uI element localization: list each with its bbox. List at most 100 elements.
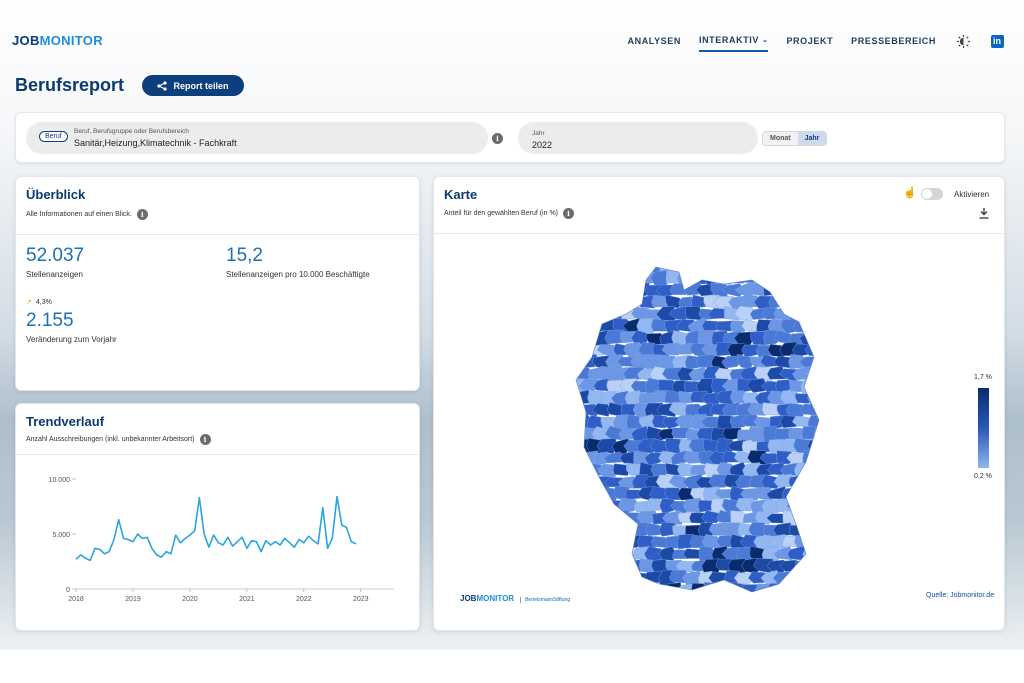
map-region[interactable]	[806, 558, 828, 572]
map-region[interactable]	[819, 486, 838, 502]
map-region[interactable]	[612, 583, 632, 595]
year-select[interactable]: Jahr 2022	[518, 122, 758, 154]
map-region[interactable]	[664, 487, 683, 501]
map-region[interactable]	[574, 546, 586, 560]
map-region[interactable]	[607, 262, 624, 272]
map-activate-toggle[interactable]	[921, 188, 943, 200]
map-region[interactable]	[812, 475, 834, 490]
linkedin-icon[interactable]: in	[990, 34, 1004, 48]
map-region[interactable]	[794, 534, 815, 549]
map-region[interactable]	[592, 597, 612, 602]
map-region[interactable]	[806, 486, 825, 501]
map-region[interactable]	[794, 559, 814, 574]
map-region[interactable]	[793, 461, 813, 478]
map-region[interactable]	[800, 378, 819, 394]
map-region[interactable]	[617, 497, 639, 514]
map-region[interactable]	[762, 597, 783, 602]
map-region[interactable]	[578, 378, 599, 392]
map-region[interactable]	[782, 584, 799, 598]
map-region[interactable]	[574, 281, 589, 299]
map-region[interactable]	[661, 510, 683, 526]
map-region[interactable]	[766, 366, 787, 380]
map-region[interactable]	[807, 414, 825, 430]
map-region[interactable]	[683, 594, 702, 602]
map-region[interactable]	[802, 546, 821, 560]
map-region[interactable]	[727, 558, 749, 574]
map-region[interactable]	[795, 293, 816, 310]
map-region[interactable]	[574, 535, 592, 550]
map-region[interactable]	[574, 500, 586, 514]
map-region[interactable]	[604, 595, 624, 602]
map-region[interactable]	[605, 521, 627, 538]
map-region[interactable]	[702, 582, 724, 597]
map-region[interactable]	[746, 378, 768, 393]
map-region[interactable]	[581, 329, 598, 345]
map-region[interactable]	[788, 596, 806, 602]
map-region[interactable]	[811, 378, 834, 392]
map-region[interactable]	[585, 537, 606, 549]
map-region[interactable]	[800, 500, 820, 514]
map-region[interactable]	[624, 293, 643, 307]
map-region[interactable]	[775, 379, 794, 393]
map-region[interactable]	[730, 320, 747, 333]
map-region[interactable]	[600, 296, 618, 310]
map-region[interactable]	[574, 511, 592, 524]
map-region[interactable]	[578, 596, 598, 602]
map-region[interactable]	[586, 582, 605, 598]
map-region[interactable]	[645, 596, 663, 603]
map-region[interactable]	[618, 262, 638, 273]
map-region[interactable]	[637, 582, 658, 597]
nav-interaktiv[interactable]: INTERAKTIV ⌄	[698, 30, 769, 52]
map-region[interactable]	[763, 262, 783, 274]
map-region[interactable]	[611, 534, 632, 551]
info-icon[interactable]: i	[199, 434, 211, 445]
occupation-search-field[interactable]: Beruf Beruf, Berufsgruppe oder Berufsber…	[26, 122, 488, 154]
map-region[interactable]	[766, 270, 788, 284]
map-region[interactable]	[574, 570, 588, 585]
map-region[interactable]	[585, 294, 607, 310]
map-region[interactable]	[738, 595, 754, 602]
segment-monat[interactable]: Monat	[763, 132, 798, 145]
map-region[interactable]	[722, 522, 744, 539]
map-region[interactable]	[623, 271, 645, 286]
map-region[interactable]	[677, 271, 695, 285]
map-region[interactable]	[813, 595, 834, 602]
map-region[interactable]	[577, 282, 598, 298]
map-region[interactable]	[814, 450, 833, 466]
map-region[interactable]	[794, 271, 814, 284]
map-region[interactable]	[658, 595, 676, 603]
map-region[interactable]	[579, 475, 599, 490]
map-region[interactable]	[795, 509, 812, 523]
map-region[interactable]	[690, 464, 710, 476]
map-region[interactable]	[586, 270, 605, 284]
map-region[interactable]	[685, 262, 702, 274]
map-region[interactable]	[707, 262, 729, 274]
map-region[interactable]	[799, 306, 819, 322]
jobmonitor-logo[interactable]: JOBMONITOR	[12, 33, 103, 48]
map-region[interactable]	[697, 596, 718, 602]
map-region[interactable]	[799, 262, 819, 273]
map-region[interactable]	[651, 414, 669, 429]
map-region[interactable]	[574, 270, 592, 285]
map-region[interactable]	[574, 488, 595, 501]
map-region[interactable]	[814, 426, 833, 441]
map-region[interactable]	[781, 294, 800, 309]
map-region[interactable]	[619, 522, 639, 538]
map-region[interactable]	[820, 366, 838, 382]
map-region[interactable]	[581, 548, 602, 560]
map-region[interactable]	[716, 582, 734, 596]
trend-line-chart[interactable]: 0 5.000 10.000 2018 2019 2020 2021 2022 2023	[18, 459, 418, 629]
map-region[interactable]	[766, 582, 788, 597]
map-region[interactable]	[805, 297, 826, 310]
map-region[interactable]	[574, 473, 589, 490]
map-region[interactable]	[574, 293, 592, 309]
map-region[interactable]	[574, 330, 588, 347]
map-region[interactable]	[795, 487, 815, 501]
map-region[interactable]	[821, 583, 840, 596]
map-region[interactable]	[606, 547, 627, 560]
map-region[interactable]	[623, 582, 643, 597]
map-region[interactable]	[821, 416, 840, 427]
nav-pressebereich[interactable]: PRESSEBEREICH	[851, 36, 936, 46]
map-region[interactable]	[574, 558, 594, 573]
map-region[interactable]	[812, 330, 831, 344]
